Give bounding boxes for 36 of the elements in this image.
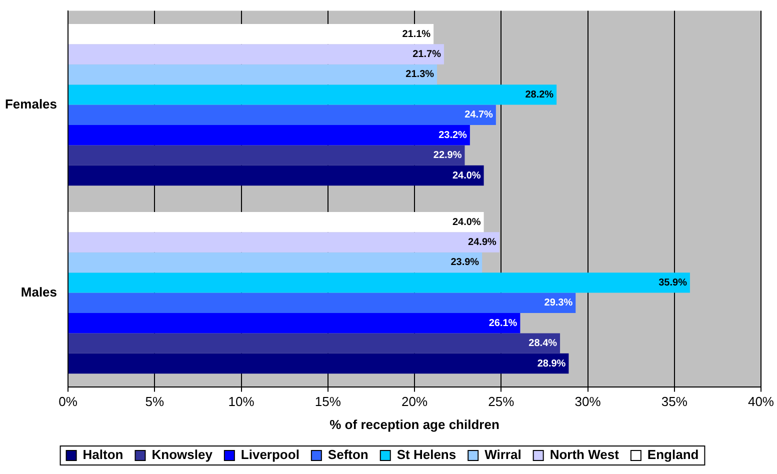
legend-label: Liverpool — [240, 447, 300, 462]
legend-label: Wirral — [484, 447, 522, 462]
legend-label: Knowsley — [152, 447, 214, 462]
data-label: 28.4% — [528, 338, 558, 350]
data-label: 24.0% — [452, 216, 481, 228]
data-label: 24.7% — [464, 110, 494, 121]
legend-label: North West — [550, 447, 620, 462]
data-label: 29.3% — [544, 298, 573, 309]
legend-label: Sefton — [328, 447, 368, 462]
y-tick-label: Females — [4, 96, 58, 112]
x-tick-label: 10% — [228, 394, 255, 410]
x-tick-label: 30% — [574, 394, 602, 410]
data-label: 23.2% — [438, 130, 468, 141]
x-tick-label: 25% — [488, 394, 515, 410]
data-label: 21.1% — [402, 28, 431, 40]
x-tick-label: 35% — [661, 394, 688, 410]
data-label: 24.0% — [452, 170, 481, 182]
data-label: 21.7% — [412, 49, 442, 60]
data-label: 23.9% — [450, 257, 480, 268]
data-label: 24.9% — [468, 237, 496, 248]
legend-label: England — [647, 447, 699, 462]
data-label: 26.1% — [488, 318, 518, 329]
data-label: 28.9% — [537, 358, 566, 370]
data-label: 35.9% — [658, 277, 688, 288]
data-label: 21.3% — [406, 69, 434, 80]
x-tick-label: 20% — [401, 394, 428, 410]
x-tick-label: 5% — [145, 394, 164, 410]
legend-label: Halton — [82, 447, 124, 462]
x-tick-label: 0% — [58, 394, 78, 410]
x-tick-label: 40% — [748, 394, 774, 410]
x-axis-title: % of reception age children — [330, 416, 500, 432]
x-tick-label: 15% — [314, 394, 342, 410]
data-label: 28.2% — [525, 89, 554, 100]
legend-label: St Helens — [396, 447, 456, 462]
y-tick-label: Males — [20, 284, 58, 300]
data-label: 22.9% — [433, 150, 462, 162]
